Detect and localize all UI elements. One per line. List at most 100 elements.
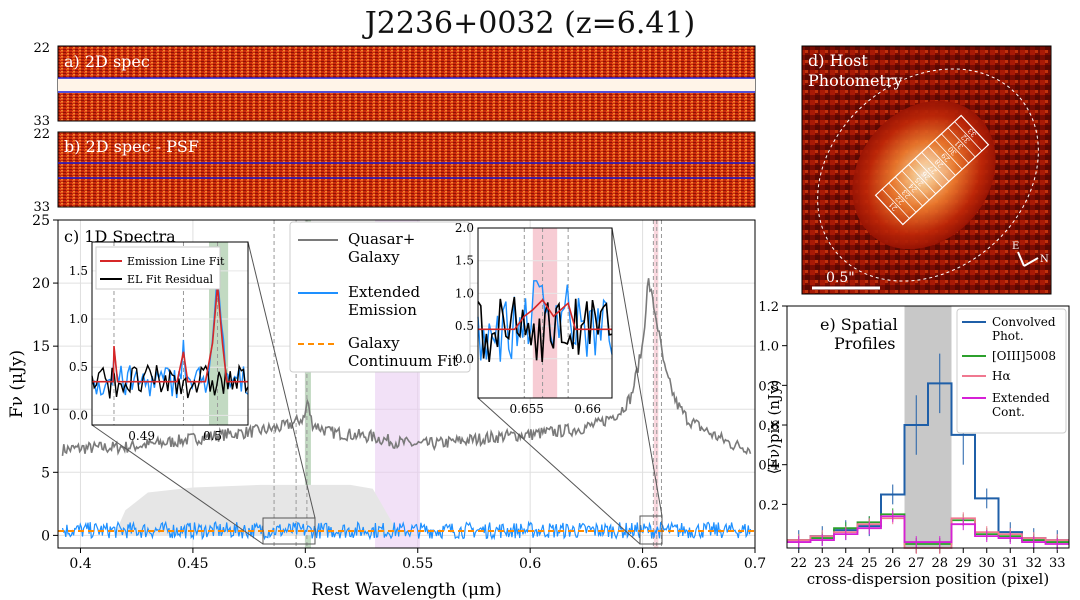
figure-title: J2236+0032 (z=6.41) [364, 6, 696, 41]
x-tick-label: 31 [1002, 556, 1019, 571]
y-tick-label: 0.5 [455, 319, 474, 333]
legend-entry: Cont. [992, 405, 1025, 419]
x-tick-label: 0.65 [627, 556, 658, 572]
x-tick-label: 0.4 [69, 556, 91, 572]
inset-frame [477, 227, 613, 399]
zoom-connector [247, 241, 316, 519]
profile-line-3 [787, 515, 1069, 545]
aperture-number: 27 [927, 163, 939, 175]
aperture-number: 30 [947, 145, 959, 157]
aperture-divider [934, 139, 963, 170]
x-tick-label: 0.49 [128, 429, 155, 443]
x-tick-label: 24 [837, 556, 854, 571]
x-tick-label: 0.5 [203, 429, 222, 443]
aperture-divider [941, 133, 969, 164]
panel-d-label-1: d) Host [808, 51, 868, 70]
legend-entry: EL Fit Residual [127, 273, 214, 286]
y-tick-label: 1.0 [455, 286, 474, 300]
y-axis-label: ⟨Fν⟩pix (nJy) [765, 380, 783, 475]
legend-entry: Phot. [992, 329, 1024, 343]
y-tick-label: 0.4 [758, 459, 779, 474]
galaxy-spectrum-band [114, 484, 418, 536]
aperture-number: 28 [933, 157, 945, 169]
aperture-divider [921, 152, 950, 182]
compass-n: N [1040, 254, 1049, 265]
aperture-divider [947, 127, 976, 158]
aperture-strip [874, 114, 990, 226]
aperture-number: 29 [940, 151, 952, 163]
emission-line-fit [478, 298, 612, 331]
zoom-box-halpha [639, 515, 663, 545]
panel-a-2d-spec: a) 2D spec 22 33 [33, 41, 756, 129]
zoom-connector [91, 424, 264, 545]
panel-e-label-2: Profiles [834, 334, 896, 353]
aperture-number: 33 [966, 126, 978, 138]
panel-a-label: a) 2D spec [64, 52, 150, 71]
panel-d-label-2: Photometry [808, 71, 903, 90]
emission-line-fit [92, 285, 248, 383]
x-tick-label: 0.7 [744, 556, 766, 572]
x-axis-label: cross-dispersion position (pixel) [807, 570, 1049, 588]
legend-entry: [OIII]5008 [992, 349, 1056, 363]
y-tick-label: 1.0 [69, 312, 88, 326]
aperture-divider [895, 176, 923, 207]
x-tick-label: 0.655 [510, 402, 544, 416]
plot-frame [786, 305, 1070, 549]
x-tick-label: 27 [908, 556, 925, 571]
panel-e-label-1: e) Spatial [820, 315, 898, 334]
aperture-number: 22 [894, 194, 906, 206]
legend-entry: Emission [348, 301, 417, 319]
panel-a-ytick-bottom: 33 [33, 114, 50, 129]
x-tick-label: 0.45 [177, 556, 208, 572]
x-tick-label: 33 [1049, 556, 1066, 571]
y-axis-label: Fν (μJy) [7, 350, 27, 418]
compass-icon: E N [1012, 241, 1049, 267]
el-fit-residual-line [91, 363, 249, 399]
scalebar-label: 0.5" [826, 270, 855, 286]
compass-e: E [1012, 241, 1019, 252]
y-tick-label: 0.8 [758, 379, 779, 394]
x-tick-label: 29 [955, 556, 972, 571]
quasar-galaxy-line [61, 278, 752, 456]
x-tick-label: 0.66 [574, 402, 601, 416]
y-tick-label: 10 [32, 402, 50, 418]
aperture-divider [914, 158, 943, 188]
panel-b-ytick-top: 22 [33, 127, 50, 142]
legend-entry: Convolved [992, 315, 1056, 329]
y-tick-label: 0.5 [69, 360, 88, 374]
zoom-connector [477, 397, 641, 545]
y-tick-label: 0 [41, 528, 50, 544]
legend-entry: Galaxy [348, 334, 400, 352]
legend-entry: Hα [992, 369, 1011, 383]
x-tick-label: 22 [790, 556, 807, 571]
y-tick-label: 1.5 [455, 254, 474, 268]
x-tick-label: 26 [884, 556, 901, 571]
zoom-connector [611, 227, 663, 517]
legend-entry: Quasar+ [348, 230, 415, 248]
x-tick-label: 32 [1025, 556, 1042, 571]
y-tick-label: 0.6 [758, 419, 779, 434]
x-tick-label: 30 [978, 556, 995, 571]
y-tick-label: 15 [32, 339, 50, 355]
panel-c-1d-spectra: 0.4 0.45 0.5 0.55 0.6 0.65 0.7 0 5 10 15 20 25 c) 1D … [7, 213, 766, 600]
x-tick-label: 0.5 [294, 556, 316, 572]
aperture-divider [901, 170, 930, 201]
aperture-divider [927, 145, 956, 176]
legend-entry: Extended [992, 391, 1050, 405]
panel-a-ytick-top: 22 [33, 41, 50, 56]
aperture-divider [881, 188, 910, 219]
panel-e-spatial-profiles: 22 23 24 25 26 27 28 29 30 31 32 33 0.2 0.4 0.6 0.8 1.0 1… [758, 300, 1070, 588]
aperture-divider [888, 182, 917, 213]
legend-entry: Emission Line Fit [127, 255, 225, 268]
aperture-divider [908, 164, 937, 195]
inset-legend: Emission Line Fit EL Fit Residual [95, 246, 225, 290]
y-tick-label: 25 [32, 213, 50, 229]
x-tick-label: 25 [861, 556, 878, 571]
panel-b-2d-spec-psf: b) 2D spec - PSF 22 33 [33, 127, 756, 215]
legend-entry: Galaxy [348, 248, 400, 266]
